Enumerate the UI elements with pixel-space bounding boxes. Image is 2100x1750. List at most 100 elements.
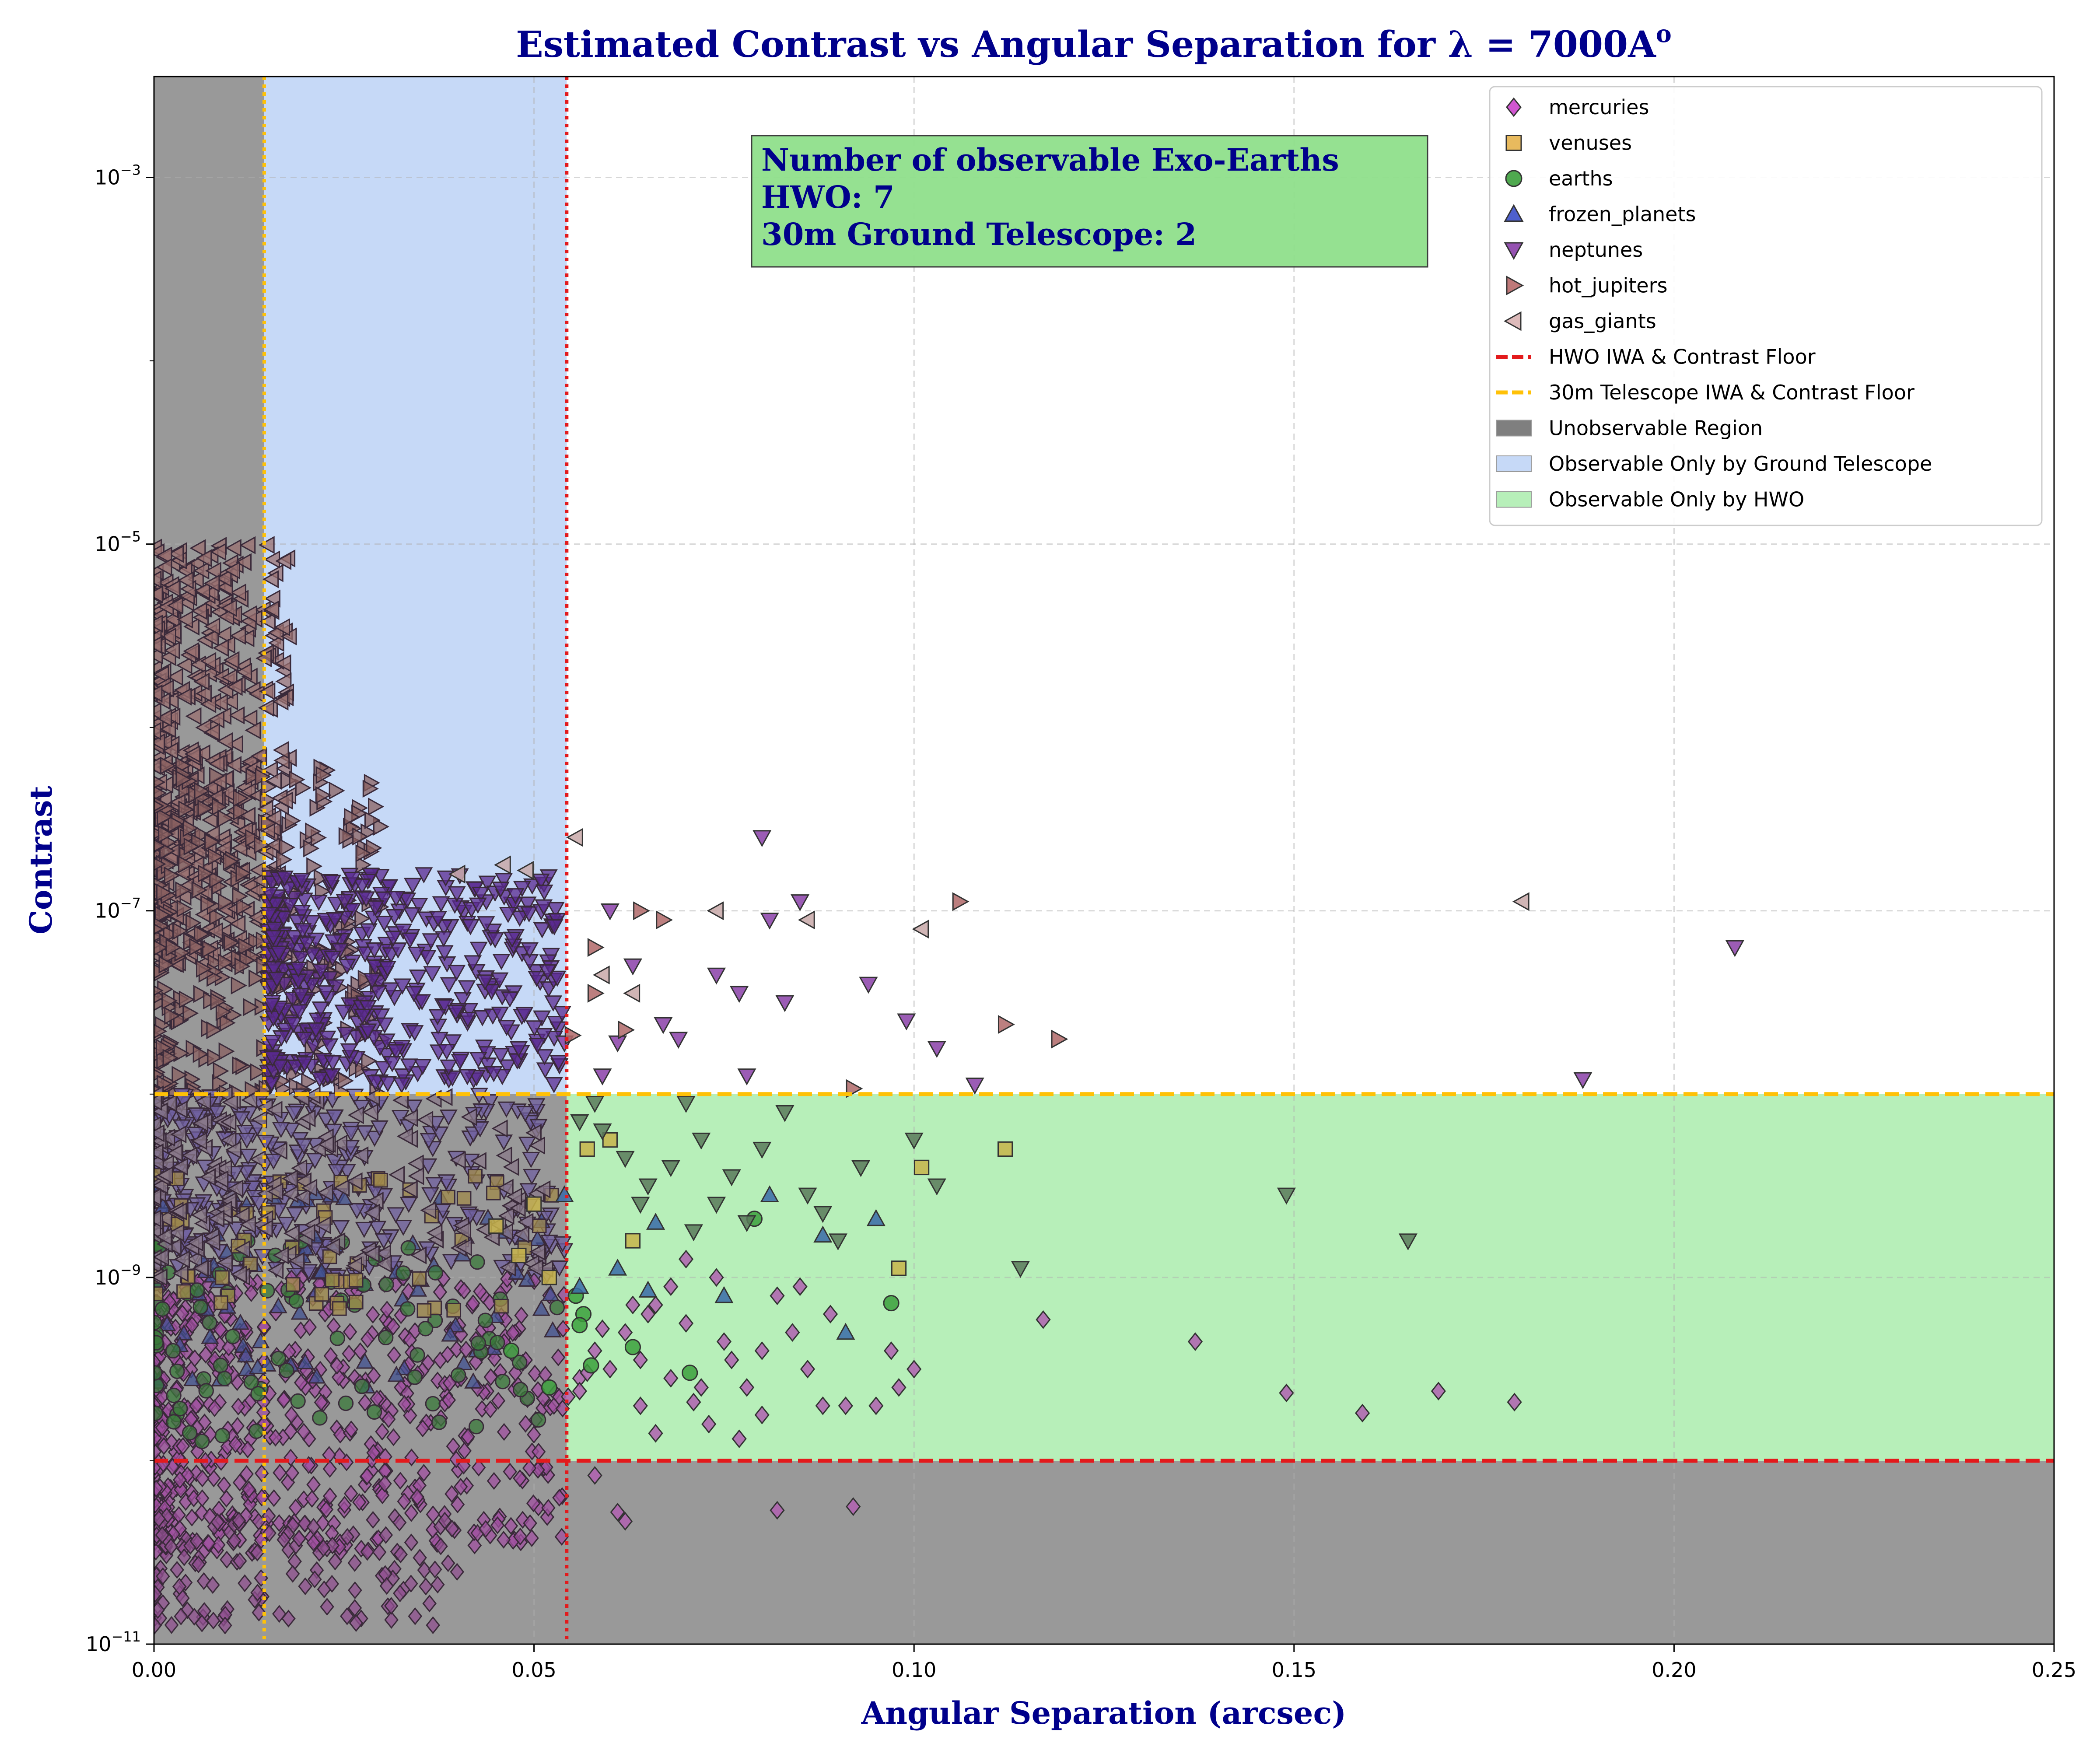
cloud-point-1092 <box>356 946 374 963</box>
neptunes_floor-point-15 <box>904 1132 924 1150</box>
cloud-point-1154 <box>290 1004 308 1021</box>
cloud-point-1184 <box>477 916 495 933</box>
cloud-point-818 <box>158 825 175 844</box>
cloud-point-1079 <box>377 1033 396 1050</box>
plot-frame <box>153 76 2055 1645</box>
cloud-point-1984 <box>323 1347 338 1365</box>
cloud-point-2485 <box>543 1321 562 1337</box>
cloud-point-2317 <box>408 1607 423 1625</box>
cloud-point-2735 <box>251 1110 267 1129</box>
cloud-point-2820 <box>318 1135 334 1154</box>
cloud-point-1222 <box>434 931 453 948</box>
cloud-point-1596 <box>326 1109 344 1126</box>
cloud-point-2206 <box>180 1466 195 1484</box>
cloud-point-741 <box>194 782 210 800</box>
cloud-point-1993 <box>505 1324 520 1342</box>
cloud-point-2496 <box>329 1330 346 1346</box>
cloud-point-2650 <box>172 1264 189 1282</box>
cloud-point-1270 <box>262 998 281 1015</box>
cloud-point-1763 <box>272 1514 287 1532</box>
cloud-point-1031 <box>338 959 356 975</box>
cloud-point-1283 <box>476 974 494 991</box>
cloud-point-380 <box>191 602 207 620</box>
cloud-point-1495 <box>404 1099 423 1116</box>
cloud-point-1580 <box>461 1208 479 1225</box>
cloud-point-491 <box>167 596 183 615</box>
cloud-point-2047 <box>486 1472 501 1490</box>
cloud-point-893 <box>303 915 321 931</box>
cloud-point-2435 <box>532 1299 550 1316</box>
cloud-point-299 <box>215 626 231 644</box>
cloud-point-2636 <box>486 1186 501 1200</box>
cloud-point-2750 <box>191 1132 207 1150</box>
hot_jupiters-point-0 <box>587 938 605 957</box>
cloud-point-2461 <box>296 1353 315 1369</box>
cloud-point-1987 <box>416 1464 431 1482</box>
legend-label-1: venuses <box>1549 131 1632 155</box>
cloud-point-2200 <box>344 1420 359 1438</box>
neptunes-point-4 <box>707 967 726 985</box>
cloud-point-1444 <box>439 1110 458 1126</box>
legend-swatch-4 <box>1504 242 1524 260</box>
cloud-point-680 <box>206 1021 223 1040</box>
cloud-point-1297 <box>289 961 308 978</box>
venuses-point-6 <box>488 1218 504 1234</box>
cloud-point-2085 <box>185 1508 200 1527</box>
cloud-point-2219 <box>207 1399 222 1418</box>
cloud-point-2358 <box>232 1552 247 1570</box>
cloud-point-2794 <box>166 1144 183 1162</box>
cloud-point-751 <box>176 900 193 918</box>
cloud-point-2525 <box>194 1433 210 1449</box>
cloud-point-2295 <box>180 1601 195 1619</box>
gas_giants-point-3 <box>912 920 929 939</box>
cloud-point-2695 <box>192 1114 209 1133</box>
y-axis-label: Contrast <box>23 786 59 934</box>
cloud-point-2808 <box>497 1179 514 1197</box>
cloud-point-1949 <box>552 1488 567 1507</box>
cloud-point-2585 <box>416 1303 432 1318</box>
cloud-point-413 <box>164 641 180 660</box>
frozen_planets-point-0 <box>570 1277 589 1294</box>
cloud-point-1834 <box>402 1407 417 1424</box>
cloud-point-2770 <box>283 1224 300 1242</box>
cloud-point-293 <box>259 612 276 630</box>
cloud-point-733 <box>305 822 322 840</box>
cloud-point-1986 <box>331 1368 346 1386</box>
cloud-point-2398 <box>325 1575 340 1593</box>
cloud-point-2396 <box>218 1616 232 1634</box>
cloud-point-1487 <box>323 1092 342 1109</box>
legend-label-10: Observable Only by Ground Telescope <box>1549 452 1932 476</box>
gas_giants-point-1 <box>707 901 724 920</box>
cloud-point-1681 <box>342 1344 356 1363</box>
cloud-point-1128 <box>550 1055 568 1071</box>
cloud-point-2778 <box>170 1125 187 1144</box>
cloud-point-1213 <box>547 1016 565 1032</box>
cloud-point-1274 <box>469 942 488 958</box>
cloud-point-438 <box>154 733 165 752</box>
cloud-point-2227 <box>352 1493 367 1511</box>
cloud-point-1264 <box>483 984 501 1001</box>
cloud-point-2213 <box>276 1391 291 1409</box>
cloud-point-2394 <box>170 1561 184 1579</box>
cloud-point-1275 <box>343 872 361 888</box>
cloud-point-1294 <box>294 923 312 940</box>
cloud-point-2086 <box>491 1392 506 1410</box>
cloud-point-2494 <box>312 1410 328 1426</box>
cloud-point-1977 <box>473 1282 487 1301</box>
neptunes-point-11 <box>897 1013 916 1031</box>
cloud-point-2578 <box>400 1240 416 1256</box>
frozen_planets-point-6 <box>836 1323 855 1340</box>
frozen_planets-point-9 <box>608 1258 627 1276</box>
cloud-point-2044 <box>456 1456 471 1475</box>
cloud-point-2823 <box>231 1265 247 1284</box>
cloud-point-772 <box>192 1045 209 1063</box>
annotation-line-3: 30m Ground Telescope: 2 <box>761 216 1197 252</box>
cloud-point-150 <box>275 672 292 691</box>
cloud-point-1093 <box>303 947 322 964</box>
cloud-point-2669 <box>234 1240 250 1259</box>
cloud-point-2541 <box>213 1358 229 1373</box>
cloud-point-1288 <box>264 930 283 946</box>
mercuries-point-21 <box>883 1341 899 1360</box>
cloud-point-1096 <box>372 1008 390 1025</box>
cloud-point-479 <box>226 678 243 696</box>
